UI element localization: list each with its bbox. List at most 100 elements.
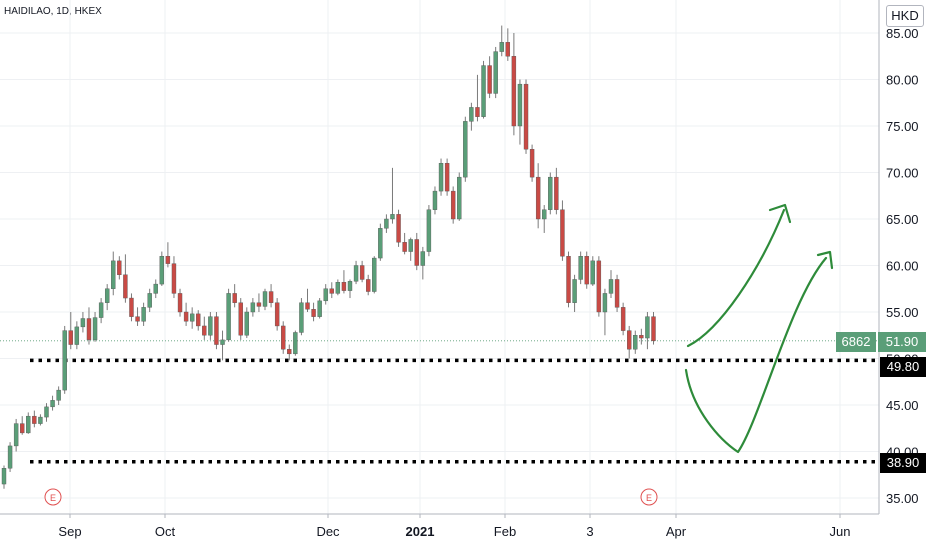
candle (153, 279, 158, 299)
candle (414, 232, 419, 271)
candle (511, 33, 517, 136)
candle (620, 302, 626, 336)
candle (408, 237, 413, 261)
candle (633, 330, 638, 354)
candle (256, 293, 262, 312)
candle (390, 167, 395, 224)
candle (493, 46, 498, 99)
candle (535, 163, 541, 229)
y-tick-label: 75.00 (886, 119, 919, 134)
candle (104, 284, 110, 311)
candle (202, 316, 207, 340)
candle (74, 321, 80, 350)
candle (608, 270, 614, 299)
candle (147, 288, 152, 312)
y-tick-label: 60.00 (886, 259, 919, 274)
candle (323, 284, 328, 305)
candle (123, 254, 128, 303)
candle (226, 288, 231, 342)
x-tick-label: 3 (586, 524, 593, 539)
x-tick-label: Sep (58, 524, 81, 539)
candle (268, 284, 274, 308)
candle (584, 251, 589, 289)
candle (560, 200, 565, 261)
upward-arrow-head (768, 203, 792, 224)
candle (62, 325, 67, 394)
candle (1, 465, 7, 489)
candle (353, 260, 359, 285)
candle (44, 403, 49, 422)
candle (651, 312, 656, 345)
candle (189, 307, 195, 329)
candle (177, 288, 183, 317)
candle (548, 172, 553, 215)
x-tick-label: Apr (666, 524, 687, 539)
candle (645, 312, 650, 350)
time-axis[interactable]: Sep Oct Dec 2021 Feb 3 Apr Jun (58, 514, 850, 539)
candle (32, 410, 37, 428)
candle (335, 279, 341, 296)
volume-badge: 6862 (836, 332, 876, 352)
candle (341, 270, 347, 294)
currency-selector[interactable]: HKD (886, 5, 924, 27)
y-tick-label: 80.00 (886, 73, 919, 88)
candle (614, 274, 620, 312)
y-tick-label: 65.00 (886, 212, 919, 227)
candle (627, 325, 632, 359)
candle (444, 158, 450, 196)
candle (165, 242, 171, 268)
x-tick-label: Jun (830, 524, 851, 539)
v-arrow-path (684, 256, 828, 454)
candle (602, 288, 608, 336)
candle (469, 102, 474, 131)
candle (517, 79, 523, 145)
candle (420, 246, 426, 280)
candle (171, 256, 177, 299)
x-tick-label: Feb (494, 524, 516, 539)
candle (457, 172, 462, 221)
candle (590, 256, 595, 286)
candle (20, 416, 25, 435)
candle (214, 312, 219, 350)
candle (80, 312, 86, 333)
candle (487, 56, 492, 99)
candle (38, 414, 43, 426)
x-tick-label: 2021 (406, 524, 435, 539)
candle (196, 310, 201, 331)
v-arrow-head (816, 250, 834, 270)
candle (396, 209, 401, 247)
candle (238, 298, 243, 340)
support-levels (0, 340, 879, 464)
y-tick-label: 55.00 (886, 305, 919, 320)
earnings-marker-label: E (50, 493, 56, 503)
candle (293, 330, 298, 356)
candle (505, 28, 511, 61)
candle (359, 260, 365, 283)
price-axis[interactable]: 35.0040.0045.0050.0055.0060.0065.0070.00… (886, 26, 919, 506)
candle (475, 74, 480, 122)
candle (596, 256, 602, 317)
candle (86, 307, 92, 345)
x-tick-label: Dec (316, 524, 340, 539)
candle (92, 312, 98, 342)
candle (141, 302, 146, 326)
y-tick-label: 45.00 (886, 398, 919, 413)
support-high-badge: 49.80 (880, 357, 926, 377)
candle (117, 256, 122, 280)
candle (281, 321, 286, 354)
candle (129, 293, 134, 322)
earnings-marker: E (44, 488, 62, 506)
candle (220, 330, 225, 361)
candle (366, 274, 371, 296)
candle (135, 307, 140, 326)
candle (523, 79, 529, 154)
candle (50, 395, 55, 411)
candle (384, 214, 389, 233)
candle (438, 158, 444, 196)
candle (554, 167, 559, 215)
candle (250, 298, 256, 317)
candle (481, 60, 486, 119)
candle (542, 205, 547, 233)
